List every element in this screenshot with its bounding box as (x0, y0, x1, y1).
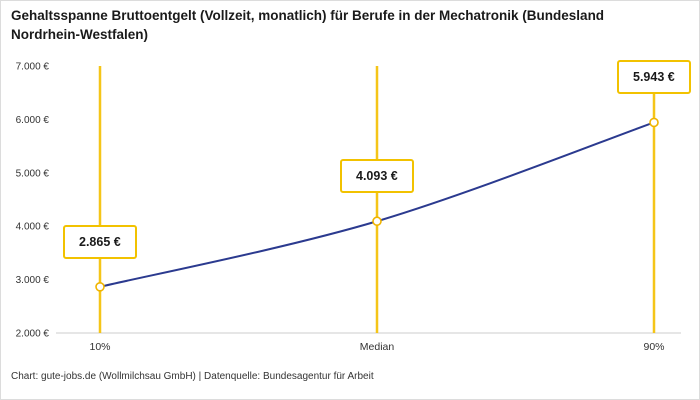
x-axis-tick-label: 10% (89, 341, 110, 353)
data-point-marker (649, 117, 659, 128)
y-axis-tick-label: 2.000 € (16, 329, 50, 340)
value-label: 2.865 € (63, 224, 137, 259)
chart-footer: Chart: gute-jobs.de (Wollmilchsau GmbH) … (11, 371, 374, 382)
x-axis-tick-label: Median (360, 341, 395, 353)
x-axis-tick-label: 90% (643, 341, 664, 353)
y-axis-tick-label: 7.000 € (16, 62, 50, 73)
value-label: 4.093 € (340, 159, 414, 194)
y-axis-tick-label: 4.000 € (16, 222, 50, 233)
y-axis-tick-label: 3.000 € (16, 275, 50, 286)
y-axis-tick-label: 6.000 € (16, 115, 50, 126)
chart-title: Gehaltsspanne Bruttoentgelt (Vollzeit, m… (11, 8, 605, 42)
data-point-marker (95, 282, 105, 292)
y-axis-tick-label: 5.000 € (16, 168, 50, 179)
data-point-marker (372, 216, 382, 227)
value-label: 5.943 € (617, 60, 691, 95)
